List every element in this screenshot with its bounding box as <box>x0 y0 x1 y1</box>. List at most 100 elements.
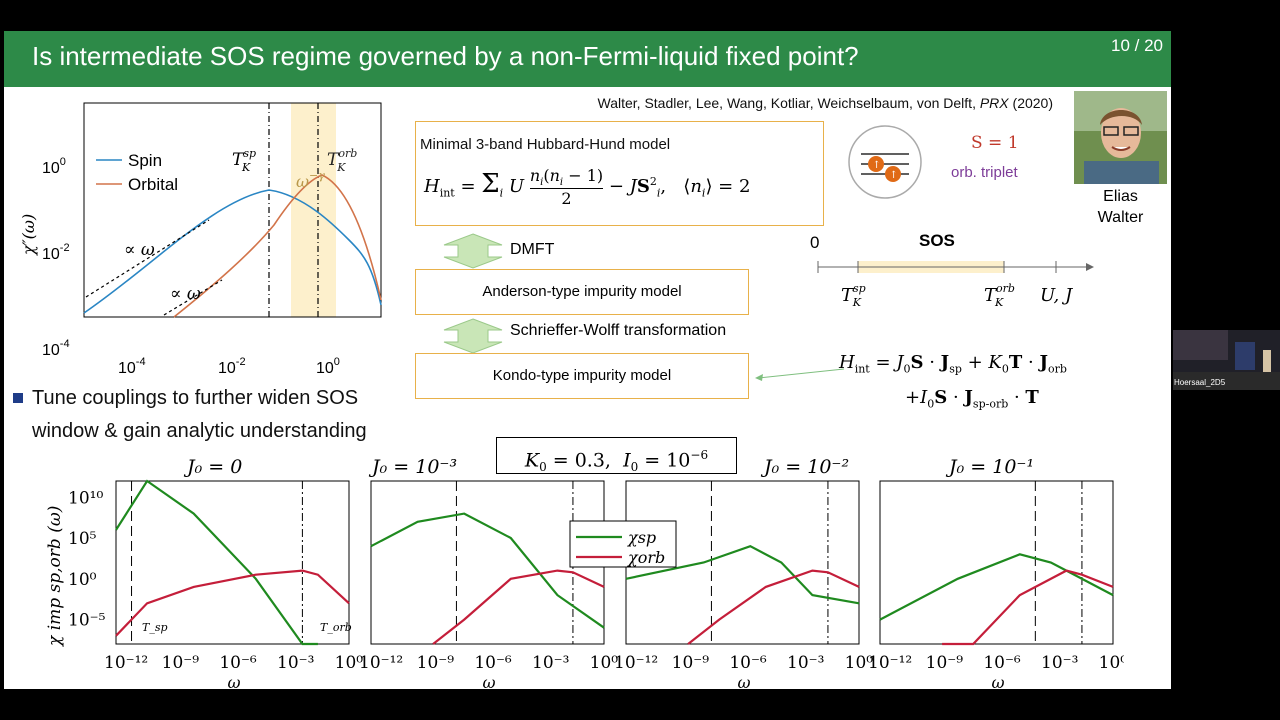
x-tick-0-2: 10⁻⁶ <box>219 653 257 673</box>
y-axis-label: χ imp sp,orb (ω) <box>45 506 65 647</box>
x-tick-3-3: 10⁻³ <box>1041 653 1078 673</box>
kondo-hamiltonian: Hint = J0S · Jsp + K0T · Jorb +I0S · Jsp… <box>839 352 1067 411</box>
x-tick-1-0: 10⁻¹² <box>359 653 403 673</box>
page-number: 10 / 20 <box>1111 36 1163 55</box>
x-axis-label-2: ω <box>738 673 751 689</box>
speaker-name: Elias Walter <box>1074 186 1167 228</box>
panel-title-3: J₀ = 10⁻¹ <box>945 456 1034 478</box>
lecture-hall-image <box>1173 330 1280 390</box>
params-box: K0 = 0.3, I0 = 10−6 <box>496 437 737 474</box>
anderson-label: Anderson-type impurity model <box>482 283 682 300</box>
series-chi-sp-1 <box>370 512 605 629</box>
x-tick-2-4: 10⁰ <box>845 653 874 673</box>
panel-title-2: J₀ = 10⁻² <box>760 456 849 478</box>
spin-curve <box>83 189 382 314</box>
x-tick-0-1: 10⁻⁹ <box>162 653 200 673</box>
guide-line-1 <box>85 219 210 298</box>
dmft-arrow-icon <box>443 233 503 269</box>
x-tick-0-0: 10⁻¹² <box>104 653 148 673</box>
connector-arrow <box>755 368 845 381</box>
bullet-text: Tune couplings to further widen SOS wind… <box>32 382 367 448</box>
x-tick-0-4: 10⁰ <box>335 653 364 673</box>
kondo-label: Kondo-type impurity model <box>492 367 672 384</box>
orbital-occupation-icon: ↑ ↑ <box>848 125 922 199</box>
y-tick-0: 10¹⁰ <box>68 488 103 508</box>
webcam-video: Hoersaal_2D5 <box>1173 330 1280 390</box>
series-chi-sp-3 <box>879 553 1114 621</box>
x-axis-label-1: ω <box>483 673 496 689</box>
dmft-label: DMFT <box>510 241 555 258</box>
panel-frame-1 <box>370 480 605 645</box>
annot-t-orb: T_orb <box>320 621 352 634</box>
svg-text:↑: ↑ <box>890 170 898 181</box>
panel-title-0: J₀ = 0 <box>183 456 242 478</box>
speaker-last-name: Walter <box>1097 209 1144 226</box>
sos-label: SOS <box>919 231 955 250</box>
triplet-label: orb. triplet <box>951 164 1018 181</box>
legend-spin: Spin <box>128 151 162 170</box>
annot-prop-omega-2: ∝ ω <box>170 284 201 304</box>
susceptibility-chart: Spin Orbital Tsp K Torb K ω−γ ∝ ω ∝ ω 100 … <box>19 102 382 385</box>
slide-title: Is intermediate SOS regime governed by a… <box>32 41 859 71</box>
chart-frame <box>83 102 382 318</box>
x-tick-3-0: 10⁻¹² <box>868 653 912 673</box>
spin-label: S = 1 <box>971 133 1019 153</box>
legend-orbital: Orbital <box>128 175 178 194</box>
hamiltonian-int: Hint = Σi U ni(ni − 1) 2 − JS2i, ⟨ni⟩ = 2 <box>424 166 751 209</box>
y-tick-0: 100 <box>42 156 66 177</box>
legend-chi-sp: χsp <box>627 528 656 547</box>
y-tick-1: 10⁵ <box>68 529 97 549</box>
slide: Is intermediate SOS regime governed by a… <box>4 31 1171 689</box>
citation-authors: Walter, Stadler, Lee, Wang, Kotliar, Wei… <box>597 95 976 111</box>
citation-year: (2020) <box>1012 95 1053 111</box>
x-axis-label: ω <box>228 379 241 385</box>
x-tick-2-3: 10⁻³ <box>787 653 824 673</box>
kondo-box: Kondo-type impurity model <box>415 353 749 399</box>
x-tick-0: 100 <box>316 356 340 377</box>
svg-text:↑: ↑ <box>873 160 881 171</box>
bottom-charts: 10⁻¹² 10⁻⁹ 10⁻⁶ 10⁻³ 10⁰ ω J₀ = 0 10⁻¹² 10⁻⁹ 10⁻⁶… <box>45 456 1124 689</box>
svg-text:U, J: U, J <box>1040 285 1074 306</box>
energy-scale-axis: Tsp K Torb K U, J <box>817 261 1094 309</box>
x-tick-1-2: 10⁻⁶ <box>474 653 512 673</box>
model-box: Minimal 3-band Hubbard-Hund model Hint =… <box>415 121 824 226</box>
citation-journal: PRX <box>979 95 1009 111</box>
y-axis-label: χ″(ω) <box>19 214 38 256</box>
speaker-first-name: Elias <box>1103 188 1138 205</box>
guide-line-2 <box>163 279 223 316</box>
annot-tk-orb: Torb K <box>327 147 357 174</box>
x-tick-2-0: 10⁻¹² <box>614 653 658 673</box>
video-caption: Hoersaal_2D5 <box>1174 378 1226 387</box>
citation: Walter, Stadler, Lee, Wang, Kotliar, Wei… <box>598 95 1053 111</box>
panel-frame-3 <box>879 480 1114 645</box>
x-tick-3-2: 10⁻⁶ <box>983 653 1021 673</box>
x-tick-2-1: 10⁻⁹ <box>672 653 710 673</box>
x-tick-3-1: 10⁻⁹ <box>926 653 964 673</box>
x-tick-0-3: 10⁻³ <box>277 653 314 673</box>
x-tick-1-4: 10⁰ <box>590 653 619 673</box>
x-tick-3-4: 10⁰ <box>1099 653 1124 673</box>
x-tick-2-2: 10⁻⁶ <box>729 653 767 673</box>
bullet-line-2: window & gain analytic understanding <box>32 420 367 442</box>
x-tick-1-1: 10⁻⁹ <box>417 653 455 673</box>
series-chi-orb-0 <box>115 569 350 637</box>
bullet-line-1: Tune couplings to further widen SOS <box>32 387 359 409</box>
panel-title-1: J₀ = 10⁻³ <box>368 456 457 478</box>
annot-prop-omega-1: ∝ ω <box>124 240 155 260</box>
y-tick-4: 10-4 <box>42 338 70 359</box>
series-chi-orb-3 <box>942 569 1114 646</box>
legend-chi-orb: χorb <box>627 548 665 567</box>
bullet-marker <box>13 393 23 403</box>
title-bar: Is intermediate SOS regime governed by a… <box>4 31 1171 87</box>
axis-zero-label: 0 <box>810 233 820 252</box>
series-chi-sp-2 <box>625 545 860 605</box>
x-tick-1-3: 10⁻³ <box>532 653 569 673</box>
y-tick-2: 10⁰ <box>68 570 97 590</box>
sw-label: Schrieffer-Wolff transformation <box>510 322 727 339</box>
y-tick-2: 10-2 <box>42 242 70 263</box>
speaker-photo <box>1074 91 1167 184</box>
series-chi-orb-2 <box>687 569 860 645</box>
x-axis-label-3: ω <box>992 673 1005 689</box>
